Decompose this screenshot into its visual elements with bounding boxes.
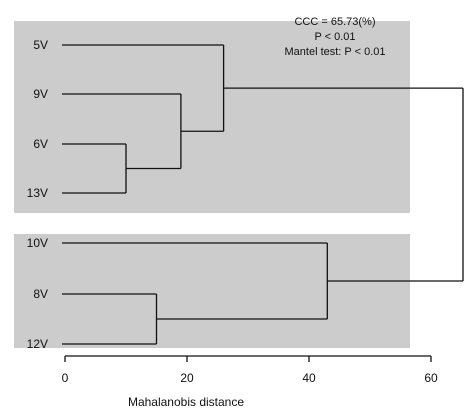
x-tick-label: 40 [302, 371, 316, 385]
statistics-annotation: CCC = 65.73(%) P < 0.01 Mantel test: P <… [285, 16, 386, 58]
leaf-label: 5V [33, 38, 48, 52]
x-tick-label: 60 [424, 371, 438, 385]
cluster-2-background [14, 234, 410, 348]
leaf-label: 10V [27, 236, 48, 250]
p-value-text: P < 0.01 [314, 31, 355, 43]
cluster-1-background [14, 21, 410, 213]
x-tick-label: 0 [62, 371, 69, 385]
x-tick-label: 20 [180, 371, 194, 385]
leaf-label: 6V [33, 137, 48, 151]
leaf-label: 12V [27, 337, 48, 351]
merge-link [223, 87, 464, 282]
leaf-label: 9V [33, 87, 48, 101]
mantel-test-text: Mantel test: P < 0.01 [285, 46, 386, 58]
leaf-label: 13V [27, 186, 48, 200]
x-axis-label: Mahalanobis distance [128, 395, 244, 409]
ccc-text: CCC = 65.73(%) [294, 16, 375, 28]
leaf-label: 8V [33, 287, 48, 301]
